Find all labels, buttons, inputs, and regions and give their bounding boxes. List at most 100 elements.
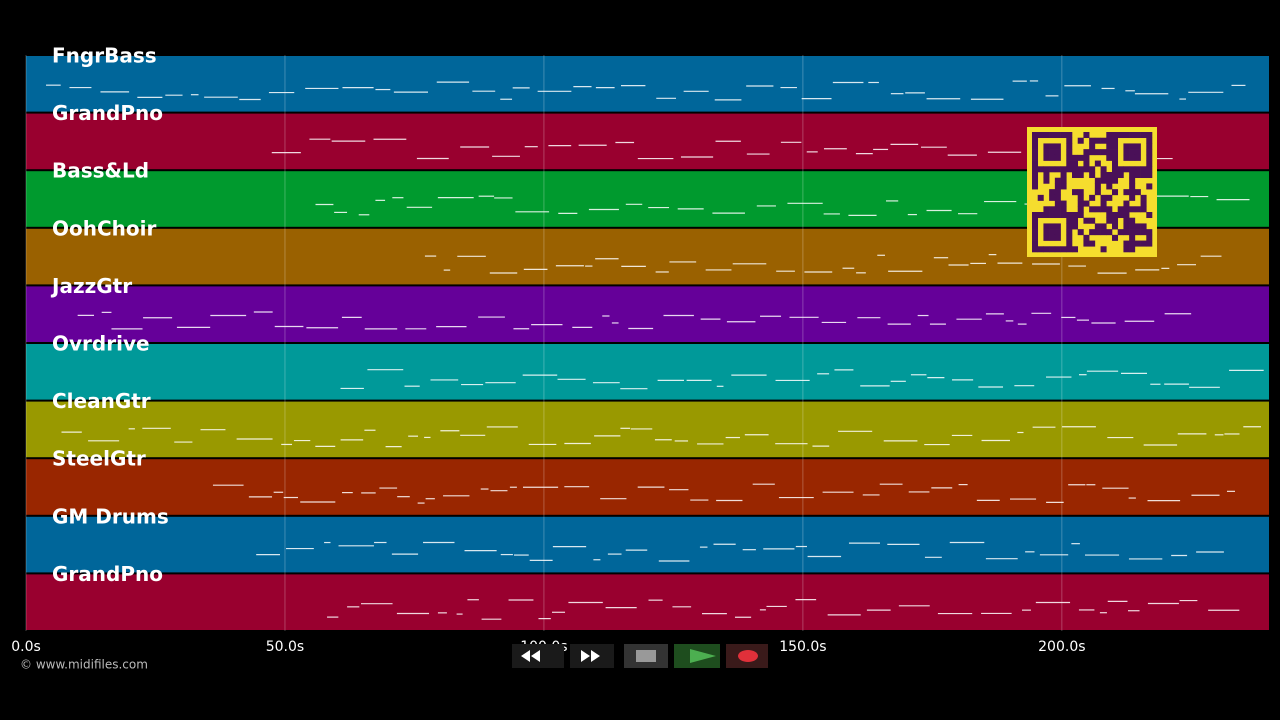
qr-cell bbox=[1117, 212, 1124, 219]
qr-cell bbox=[1077, 166, 1084, 173]
qr-cell bbox=[1032, 143, 1039, 150]
qr-cell bbox=[1049, 234, 1056, 241]
qr-cell bbox=[1077, 172, 1084, 179]
x-tick-label: 200.0s bbox=[1038, 639, 1085, 655]
qr-cell bbox=[1112, 217, 1119, 224]
qr-cell bbox=[1054, 166, 1061, 173]
qr-cell bbox=[1049, 149, 1056, 156]
qr-cell bbox=[1043, 234, 1050, 241]
qr-cell bbox=[1066, 149, 1073, 156]
qr-cell bbox=[1134, 154, 1141, 161]
forward-icon bbox=[581, 650, 600, 662]
track-name: FngrBass bbox=[52, 44, 157, 68]
qr-cell bbox=[1129, 177, 1136, 184]
qr-cell bbox=[1083, 200, 1090, 207]
qr-cell bbox=[1032, 160, 1039, 167]
qr-cell bbox=[1054, 223, 1061, 230]
qr-cell bbox=[1129, 189, 1136, 196]
qr-cell bbox=[1089, 143, 1096, 150]
qr-cell bbox=[1083, 132, 1090, 139]
qr-cell bbox=[1032, 212, 1039, 219]
qr-cell bbox=[1112, 137, 1119, 144]
qr-cell bbox=[1054, 154, 1061, 161]
qr-cell bbox=[1043, 132, 1050, 139]
qr-cell bbox=[1049, 189, 1056, 196]
qr-cell bbox=[1060, 166, 1067, 173]
qr-cell bbox=[1077, 212, 1084, 219]
qr-cell bbox=[1123, 200, 1130, 207]
qr-cell bbox=[1054, 212, 1061, 219]
track-name: CleanGtr bbox=[52, 389, 151, 413]
qr-cell bbox=[1134, 149, 1141, 156]
track-band bbox=[26, 516, 1269, 573]
track-name: SteelGtr bbox=[52, 447, 146, 471]
qr-cell bbox=[1037, 132, 1044, 139]
track-name: OohChoir bbox=[52, 216, 156, 240]
qr-cell bbox=[1072, 189, 1079, 196]
qr-cell bbox=[1083, 240, 1090, 247]
qr-cell bbox=[1032, 137, 1039, 144]
qr-cell bbox=[1032, 154, 1039, 161]
qr-cell bbox=[1123, 154, 1130, 161]
qr-cell bbox=[1129, 172, 1136, 179]
qr-cell bbox=[1106, 132, 1113, 139]
qr-cell bbox=[1100, 172, 1107, 179]
qr-cell bbox=[1112, 132, 1119, 139]
qr-cell bbox=[1112, 177, 1119, 184]
qr-cell bbox=[1049, 143, 1056, 150]
qr-cell bbox=[1117, 132, 1124, 139]
qr-cell bbox=[1140, 223, 1147, 230]
qr-cell bbox=[1083, 217, 1090, 224]
qr-cell bbox=[1077, 189, 1084, 196]
qr-cell bbox=[1054, 200, 1061, 207]
qr-cell bbox=[1043, 246, 1050, 253]
qr-cell bbox=[1054, 246, 1061, 253]
qr-cell bbox=[1054, 194, 1061, 201]
qr-cell bbox=[1129, 194, 1136, 201]
qr-cell bbox=[1094, 189, 1101, 196]
qr-cell bbox=[1066, 246, 1073, 253]
qr-cell bbox=[1049, 154, 1056, 161]
qr-cell bbox=[1112, 172, 1119, 179]
qr-cell bbox=[1123, 189, 1130, 196]
qr-cell bbox=[1123, 223, 1130, 230]
qr-cell bbox=[1037, 166, 1044, 173]
qr-cell bbox=[1129, 149, 1136, 156]
qr-cell bbox=[1049, 212, 1056, 219]
qr-cell bbox=[1043, 223, 1050, 230]
qr-cell bbox=[1054, 149, 1061, 156]
qr-cell bbox=[1112, 154, 1119, 161]
qr-cell bbox=[1032, 166, 1039, 173]
qr-cell bbox=[1043, 177, 1050, 184]
qr-cell bbox=[1032, 229, 1039, 236]
qr-cell bbox=[1072, 166, 1079, 173]
qr-cell bbox=[1146, 172, 1153, 179]
qr-cell bbox=[1037, 246, 1044, 253]
qr-cell bbox=[1129, 217, 1136, 224]
qr-cell bbox=[1072, 212, 1079, 219]
qr-cell bbox=[1106, 143, 1113, 150]
qr-cell bbox=[1049, 246, 1056, 253]
qr-cell bbox=[1140, 172, 1147, 179]
qr-cell bbox=[1089, 194, 1096, 201]
qr-cell bbox=[1072, 246, 1079, 253]
qr-cell bbox=[1123, 166, 1130, 173]
qr-cell bbox=[1100, 223, 1107, 230]
qr-cell bbox=[1077, 194, 1084, 201]
stop-icon bbox=[636, 650, 656, 662]
qr-cell bbox=[1032, 246, 1039, 253]
qr-cell bbox=[1066, 132, 1073, 139]
record-icon bbox=[738, 650, 758, 662]
qr-cell bbox=[1043, 172, 1050, 179]
qr-cell bbox=[1049, 132, 1056, 139]
qr-cell bbox=[1129, 154, 1136, 161]
qr-cell bbox=[1117, 166, 1124, 173]
track-band bbox=[26, 574, 1269, 630]
qr-cell bbox=[1054, 229, 1061, 236]
qr-cell bbox=[1060, 246, 1067, 253]
qr-cell bbox=[1043, 143, 1050, 150]
qr-cell bbox=[1032, 234, 1039, 241]
qr-cell bbox=[1043, 149, 1050, 156]
qr-cell bbox=[1146, 143, 1153, 150]
